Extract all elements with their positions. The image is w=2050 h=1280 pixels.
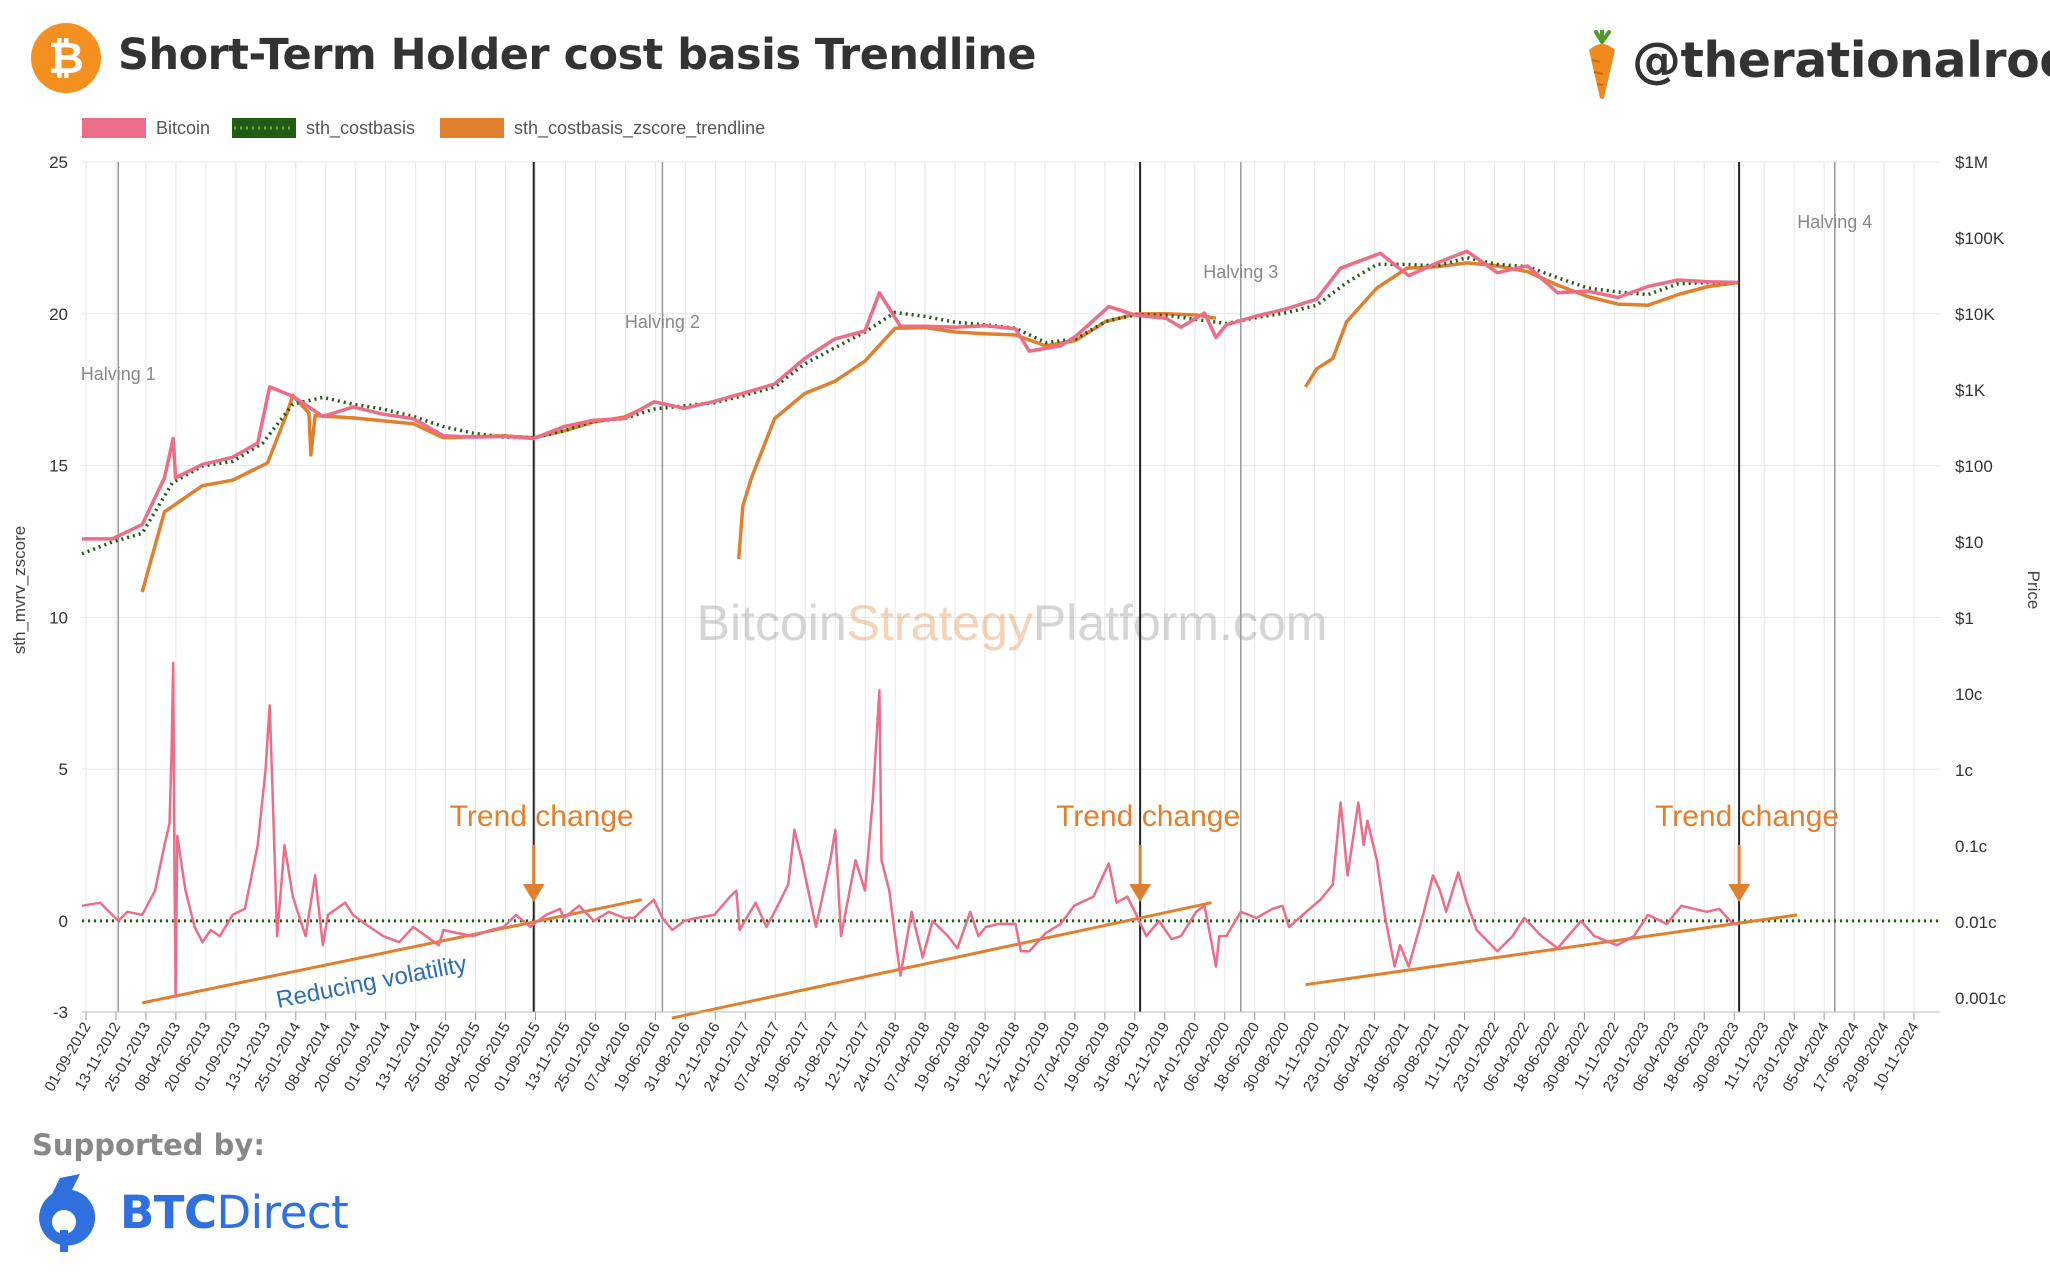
y-right-tick-label: 0.1c xyxy=(1955,837,1988,856)
watermark-part1: Bitcoin xyxy=(697,595,847,651)
legend-swatch-trendline xyxy=(440,118,504,138)
legend-item-sth-costbasis[interactable]: sth_costbasis xyxy=(232,118,415,139)
trend-change-arrow-icon xyxy=(522,884,545,902)
y-left-tick-label: 10 xyxy=(49,608,68,627)
legend-label-sth-costbasis: sth_costbasis xyxy=(306,118,415,139)
legend-label-trendline: sth_costbasis_zscore_trendline xyxy=(514,118,765,139)
watermark-part2: Strategy xyxy=(847,595,1033,651)
author-handle: @therationalroot xyxy=(1632,32,2050,89)
y-axis-right-label: Price xyxy=(2024,571,2043,610)
trend-change-arrow-icon xyxy=(1129,884,1152,902)
y-right-tick-label: 0.01c xyxy=(1955,913,1997,932)
series-bitcoin-zscore xyxy=(81,661,1739,999)
y-right-tick-label: $10 xyxy=(1955,533,1983,552)
header: ₿ Short-Term Holder cost basis Trendline… xyxy=(0,0,2050,120)
legend-swatch-bitcoin xyxy=(82,118,146,138)
y-right-tick-label: 10c xyxy=(1955,685,1983,704)
volatility-trendline xyxy=(671,901,1212,1020)
series xyxy=(81,249,1940,1020)
series-sth-costbasis xyxy=(81,255,1739,556)
trend-change-markers: Trend change Trend change Trend change xyxy=(450,162,1839,1012)
legend-item-trendline[interactable]: sth_costbasis_zscore_trendline xyxy=(440,118,765,139)
bitcoin-symbol: ₿ xyxy=(48,33,84,84)
y-right-tick-label: $100 xyxy=(1955,457,1993,476)
sponsor-name-bold: BTC xyxy=(120,1186,217,1239)
y-right-tick-label: $1M xyxy=(1955,153,1988,172)
series-trendline-price xyxy=(140,393,643,593)
y-axis-left-label: sth_mvrv_zscore xyxy=(10,526,29,654)
bitcoin-logo-icon: ₿ xyxy=(31,23,101,93)
page-title: Short-Term Holder cost basis Trendline xyxy=(118,30,1037,80)
trend-change-arrow-icon xyxy=(1728,884,1751,902)
y-left-tick-label: 15 xyxy=(49,457,68,476)
btcdirect-logo-icon xyxy=(39,1174,96,1252)
legend: Bitcoin sth_costbasis sth_costbasis_zsco… xyxy=(82,118,765,139)
legend-label-bitcoin: Bitcoin xyxy=(156,118,210,138)
y-left-tick-label: 5 xyxy=(59,760,68,779)
volatility-trendline xyxy=(141,898,643,1005)
y-right-tick-label: $10K xyxy=(1955,305,1995,324)
watermark-part3: Platform.com xyxy=(1033,595,1328,651)
halving-label: Halving 4 xyxy=(1797,212,1872,232)
y-left-tick-label: 20 xyxy=(49,305,68,324)
series-bitcoin-price xyxy=(82,249,1739,541)
series-trendline-price xyxy=(736,311,1217,560)
y-right-tick-label: 0.001c xyxy=(1955,989,2007,1008)
y-right-tick-label: $1 xyxy=(1955,609,1974,628)
carrot-icon xyxy=(1589,30,1615,99)
legend-item-bitcoin[interactable]: Bitcoin xyxy=(82,118,210,138)
y-right-tick-label: $100K xyxy=(1955,229,2005,248)
y-left-tick-label: -3 xyxy=(53,1003,68,1022)
trend-change-label: Trend change xyxy=(1056,800,1240,833)
annotation-reducing-volatility: Reducing volatility xyxy=(274,950,469,1013)
halving-label: Halving 3 xyxy=(1203,262,1278,282)
y-right-tick-label: 1c xyxy=(1955,761,1973,780)
halving-label: Halving 1 xyxy=(81,364,156,384)
halving-label: Halving 2 xyxy=(625,312,700,332)
grid xyxy=(82,161,1940,1013)
volatility-trendline xyxy=(1305,913,1798,987)
sponsor-name-rest: Direct xyxy=(216,1186,349,1239)
y-left-tick-label: 0 xyxy=(59,912,68,931)
supported-by-label: Supported by: xyxy=(32,1128,265,1162)
watermark: BitcoinStrategyPlatform.com xyxy=(697,595,1328,651)
y-left-tick-label: 25 xyxy=(49,153,68,172)
y-right-tick-label: $1K xyxy=(1955,381,1986,400)
trend-change-label: Trend change xyxy=(1655,800,1839,833)
sponsor-name[interactable]: BTCDirect xyxy=(120,1186,349,1239)
halving-markers: Halving 1 Halving 2 Halving 3 Halving 4 xyxy=(81,162,1872,1012)
trend-change-label: Trend change xyxy=(450,800,634,833)
